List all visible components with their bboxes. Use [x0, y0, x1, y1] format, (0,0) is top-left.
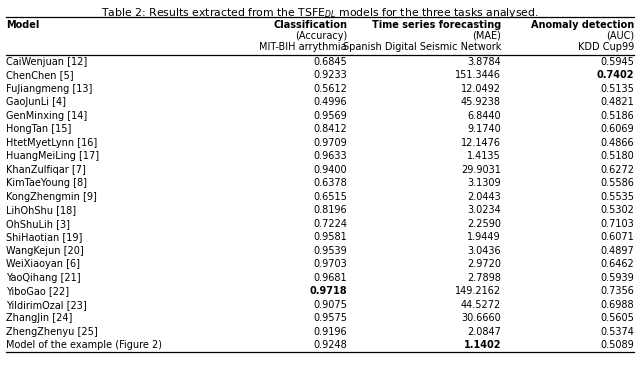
Text: LihOhShu [18]: LihOhShu [18]: [6, 205, 76, 215]
Text: KimTaeYoung [8]: KimTaeYoung [8]: [6, 178, 87, 188]
Text: KongZhengmin [9]: KongZhengmin [9]: [6, 192, 97, 202]
Text: 0.8196: 0.8196: [314, 205, 347, 215]
Text: 0.9248: 0.9248: [313, 340, 347, 350]
Text: 2.2590: 2.2590: [467, 219, 501, 229]
Text: 0.9703: 0.9703: [313, 259, 347, 269]
Text: 12.0492: 12.0492: [461, 84, 501, 94]
Text: 0.9575: 0.9575: [313, 313, 347, 323]
Text: 0.5186: 0.5186: [600, 111, 634, 121]
Text: Model of the example (Figure 2): Model of the example (Figure 2): [6, 340, 162, 350]
Text: 0.9569: 0.9569: [313, 111, 347, 121]
Text: 0.5535: 0.5535: [600, 192, 634, 202]
Text: 1.1402: 1.1402: [463, 340, 501, 350]
Text: KDD Cup99: KDD Cup99: [578, 42, 634, 52]
Text: ChenChen [5]: ChenChen [5]: [6, 70, 74, 80]
Text: (MAE): (MAE): [472, 31, 501, 41]
Text: 0.6378: 0.6378: [313, 178, 347, 188]
Text: 1.4135: 1.4135: [467, 151, 501, 161]
Text: 0.4897: 0.4897: [600, 246, 634, 256]
Text: 0.9196: 0.9196: [314, 327, 347, 337]
Text: 0.4821: 0.4821: [600, 97, 634, 107]
Text: 0.9681: 0.9681: [314, 273, 347, 283]
Text: 2.0443: 2.0443: [467, 192, 501, 202]
Text: 0.5939: 0.5939: [600, 273, 634, 283]
Text: 6.8440: 6.8440: [467, 111, 501, 121]
Text: 44.5272: 44.5272: [461, 300, 501, 310]
Text: HuangMeiLing [17]: HuangMeiLing [17]: [6, 151, 99, 161]
Text: 3.8784: 3.8784: [467, 57, 501, 67]
Text: 0.5135: 0.5135: [600, 84, 634, 94]
Text: 0.5374: 0.5374: [600, 327, 634, 337]
Text: 0.6845: 0.6845: [313, 57, 347, 67]
Text: 0.5180: 0.5180: [600, 151, 634, 161]
Text: MIT-BIH arrythmia: MIT-BIH arrythmia: [259, 42, 347, 52]
Text: 0.5089: 0.5089: [600, 340, 634, 350]
Text: ZhengZhenyu [25]: ZhengZhenyu [25]: [6, 327, 98, 337]
Text: 0.7402: 0.7402: [596, 70, 634, 80]
Text: OhShuLih [3]: OhShuLih [3]: [6, 219, 70, 229]
Text: 0.5945: 0.5945: [600, 57, 634, 67]
Text: 0.4996: 0.4996: [314, 97, 347, 107]
Text: ShiHaotian [19]: ShiHaotian [19]: [6, 232, 83, 242]
Text: 0.6071: 0.6071: [600, 232, 634, 242]
Text: HongTan [15]: HongTan [15]: [6, 124, 72, 134]
Text: 0.6272: 0.6272: [600, 165, 634, 175]
Text: FuJiangmeng [13]: FuJiangmeng [13]: [6, 84, 92, 94]
Text: ZhangJin [24]: ZhangJin [24]: [6, 313, 72, 323]
Text: (Accuracy): (Accuracy): [295, 31, 347, 41]
Text: 2.9720: 2.9720: [467, 259, 501, 269]
Text: 1.9449: 1.9449: [467, 232, 501, 242]
Text: 2.7898: 2.7898: [467, 273, 501, 283]
Text: 3.1309: 3.1309: [467, 178, 501, 188]
Text: 0.9400: 0.9400: [314, 165, 347, 175]
Text: 9.1740: 9.1740: [467, 124, 501, 134]
Text: 0.9718: 0.9718: [309, 286, 347, 296]
Text: 0.6462: 0.6462: [600, 259, 634, 269]
Text: 151.3446: 151.3446: [455, 70, 501, 80]
Text: Model: Model: [6, 20, 40, 30]
Text: 0.9709: 0.9709: [313, 138, 347, 148]
Text: Spanish Digital Seismic Network: Spanish Digital Seismic Network: [342, 42, 501, 52]
Text: YiboGao [22]: YiboGao [22]: [6, 286, 69, 296]
Text: GaoJunLi [4]: GaoJunLi [4]: [6, 97, 66, 107]
Text: KhanZulfiqar [7]: KhanZulfiqar [7]: [6, 165, 86, 175]
Text: 0.4866: 0.4866: [600, 138, 634, 148]
Text: 0.5302: 0.5302: [600, 205, 634, 215]
Text: 0.9075: 0.9075: [313, 300, 347, 310]
Text: Classification: Classification: [273, 20, 347, 30]
Text: 3.0436: 3.0436: [467, 246, 501, 256]
Text: 30.6660: 30.6660: [461, 313, 501, 323]
Text: 0.6515: 0.6515: [313, 192, 347, 202]
Text: 0.5586: 0.5586: [600, 178, 634, 188]
Text: WeiXiaoyan [6]: WeiXiaoyan [6]: [6, 259, 80, 269]
Text: 0.9633: 0.9633: [314, 151, 347, 161]
Text: 45.9238: 45.9238: [461, 97, 501, 107]
Text: 2.0847: 2.0847: [467, 327, 501, 337]
Text: 29.9031: 29.9031: [461, 165, 501, 175]
Text: 0.6069: 0.6069: [600, 124, 634, 134]
Text: YildirimOzal [23]: YildirimOzal [23]: [6, 300, 87, 310]
Text: CaiWenjuan [12]: CaiWenjuan [12]: [6, 57, 87, 67]
Text: (AUC): (AUC): [606, 31, 634, 41]
Text: 0.9233: 0.9233: [313, 70, 347, 80]
Text: 0.9581: 0.9581: [313, 232, 347, 242]
Text: 0.5612: 0.5612: [313, 84, 347, 94]
Text: 149.2162: 149.2162: [455, 286, 501, 296]
Text: 0.5605: 0.5605: [600, 313, 634, 323]
Text: 0.7103: 0.7103: [600, 219, 634, 229]
Text: 0.7224: 0.7224: [313, 219, 347, 229]
Text: Anomaly detection: Anomaly detection: [531, 20, 634, 30]
Text: Time series forecasting: Time series forecasting: [372, 20, 501, 30]
Text: HtetMyetLynn [16]: HtetMyetLynn [16]: [6, 138, 97, 148]
Text: 0.9539: 0.9539: [313, 246, 347, 256]
Text: Table 2: Results extracted from the TSFE$_{DL}$ models for the three tasks analy: Table 2: Results extracted from the TSFE…: [101, 6, 539, 20]
Text: 0.6988: 0.6988: [600, 300, 634, 310]
Text: 3.0234: 3.0234: [467, 205, 501, 215]
Text: 0.7356: 0.7356: [600, 286, 634, 296]
Text: 12.1476: 12.1476: [461, 138, 501, 148]
Text: 0.8412: 0.8412: [313, 124, 347, 134]
Text: GenMinxing [14]: GenMinxing [14]: [6, 111, 87, 121]
Text: YaoQihang [21]: YaoQihang [21]: [6, 273, 81, 283]
Text: WangKejun [20]: WangKejun [20]: [6, 246, 84, 256]
